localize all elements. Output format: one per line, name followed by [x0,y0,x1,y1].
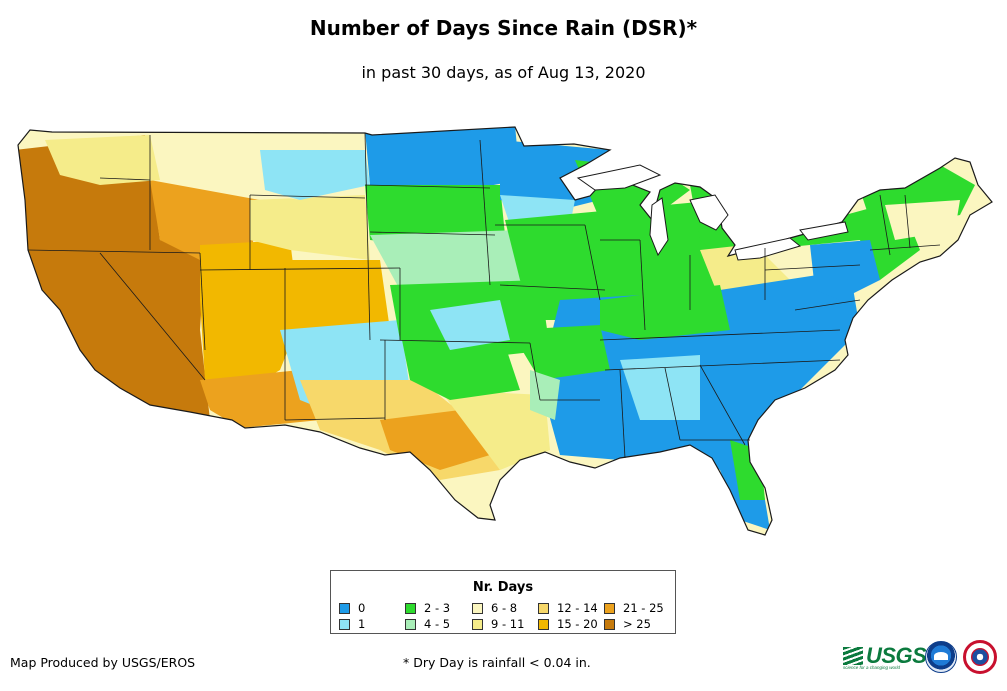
legend: Nr. Days 0 1 2 - 3 4 - 5 6 - 8 9 - 11 12… [330,570,676,634]
legend-swatch [339,618,350,630]
legend-swatch [405,602,416,614]
legend-title: Nr. Days [472,580,534,595]
legend-item: 2 - 3 [405,601,450,615]
legend-label: > 25 [623,617,651,631]
map-subtitle: in past 30 days, as of Aug 13, 2020 [361,63,646,82]
usgs-logo: USGS science for a changing world [843,643,927,670]
legend-swatch [339,602,350,614]
legend-label: 4 - 5 [424,617,451,631]
nws-emblem-icon [971,648,989,666]
legend-swatch [472,602,483,614]
legend-label: 2 - 3 [424,601,451,615]
great-lakes [576,164,849,261]
usgs-wordmark: USGS [866,643,927,668]
map-credit: Map Produced by USGS/EROS [10,655,196,670]
map-title: Number of Days Since Rain (DSR)* [309,16,698,40]
legend-swatch [538,618,549,630]
legend-swatch [604,602,615,614]
nws-logo [963,640,997,674]
legend-label: 9 - 11 [491,617,525,631]
usgs-tagline: science for a changing world [843,665,901,670]
legend-item: 9 - 11 [472,617,524,631]
legend-label: 12 - 14 [557,601,598,615]
dry-day-footnote: * Dry Day is rainfall < 0.04 in. [403,655,591,670]
legend-item: 21 - 25 [604,601,664,615]
legend-item: 6 - 8 [472,601,517,615]
legend-item: 4 - 5 [405,617,450,631]
legend-swatch [472,618,483,630]
noaa-bird-icon [934,652,948,660]
legend-item: 12 - 14 [538,601,598,615]
legend-item: 0 [339,601,365,615]
usgs-wave-icon [843,647,863,665]
state-boundaries [27,132,941,459]
legend-item: 15 - 20 [538,617,598,631]
legend-item: > 25 [604,617,651,631]
legend-label: 21 - 25 [623,601,664,615]
legend-label: 15 - 20 [557,617,598,631]
legend-label: 1 [358,617,366,631]
legend-swatch [538,602,549,614]
legend-swatch [405,618,416,630]
dsr-color-fields [18,127,992,535]
legend-label: 6 - 8 [491,601,518,615]
legend-item: 1 [339,617,365,631]
legend-swatch [604,618,615,630]
legend-label: 0 [358,601,366,615]
noaa-logo [925,641,957,673]
